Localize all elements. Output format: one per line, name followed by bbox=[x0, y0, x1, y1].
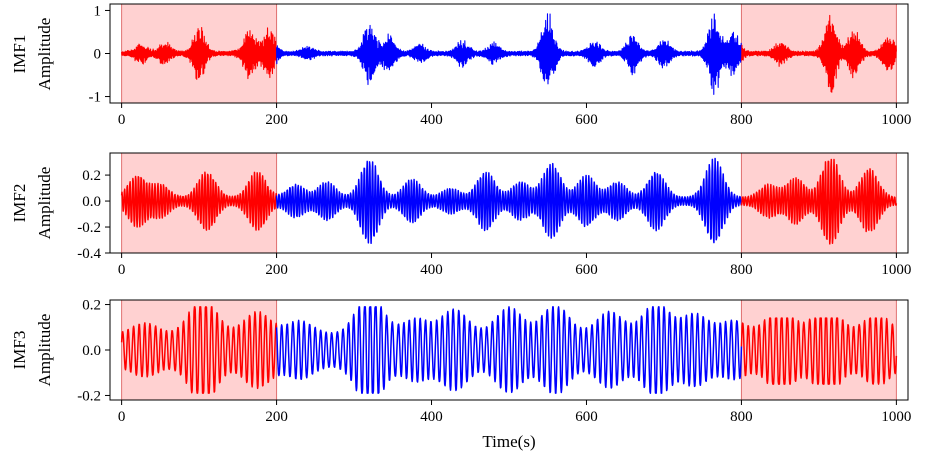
y-axis-label: Amplitude bbox=[35, 314, 54, 387]
x-tick-label: 400 bbox=[420, 409, 443, 425]
x-tick-label: 1000 bbox=[881, 262, 911, 278]
y-axis-label: Amplitude bbox=[35, 167, 54, 240]
plot-frame bbox=[109, 152, 909, 254]
series-line-segment-2 bbox=[276, 13, 742, 95]
x-tick-label: 200 bbox=[265, 262, 288, 278]
panel-label: IMF3 bbox=[10, 331, 29, 370]
x-tick-label: 400 bbox=[420, 112, 443, 128]
x-tick-label: 0 bbox=[118, 409, 126, 425]
y-tick-label: -0.2 bbox=[77, 220, 101, 236]
x-tick-label: 1000 bbox=[881, 112, 911, 128]
x-tick-label: 1000 bbox=[881, 409, 911, 425]
x-tick-label: 400 bbox=[420, 262, 443, 278]
panel-imf1: IMF1 Amplitude 1 0 -1 0 200 400 600 800 1000 bbox=[10, 3, 911, 128]
y-tick-label: 0.2 bbox=[82, 298, 101, 314]
y-tick-label: 0.0 bbox=[82, 343, 101, 359]
panel-imf3: IMF3 Amplitude 0.2 0.0 -0.2 0 200 400 600 800 10… bbox=[10, 298, 911, 425]
series-line-segment-1 bbox=[120, 171, 278, 231]
y-tick-label: 0.2 bbox=[82, 168, 101, 184]
series-line-segment-3 bbox=[740, 158, 898, 245]
x-axis-label: Time(s) bbox=[482, 432, 535, 451]
series-line-segment-3 bbox=[740, 14, 897, 93]
y-tick-label: 1 bbox=[94, 3, 102, 19]
series-line-segment-2 bbox=[275, 306, 743, 394]
y-tick-label: 0 bbox=[94, 47, 102, 63]
x-tick-label: 800 bbox=[730, 262, 753, 278]
panel-label: IMF1 bbox=[10, 35, 29, 74]
y-tick-label: -1 bbox=[89, 90, 102, 106]
x-tick-label: 600 bbox=[575, 409, 598, 425]
y-axis-label: Amplitude bbox=[35, 18, 54, 91]
series-line-segment-1 bbox=[120, 306, 278, 394]
series-line-segment-1 bbox=[121, 26, 278, 80]
x-tick-label: 0 bbox=[118, 112, 126, 128]
series-line-segment-2 bbox=[275, 157, 743, 245]
x-tick-label: 600 bbox=[575, 112, 598, 128]
x-tick-label: 200 bbox=[265, 112, 288, 128]
y-tick-label: 0.0 bbox=[82, 194, 101, 210]
x-tick-label: 800 bbox=[730, 409, 753, 425]
panel-label: IMF2 bbox=[10, 184, 29, 223]
x-tick-label: 200 bbox=[265, 409, 288, 425]
panel-imf2: IMF2 Amplitude 0.2 0.0 -0.2 -0.4 0 200 400 600 8… bbox=[10, 152, 911, 278]
x-tick-label: 0 bbox=[118, 262, 126, 278]
series-line-segment-3 bbox=[740, 317, 898, 385]
x-tick-label: 600 bbox=[575, 262, 598, 278]
x-tick-label: 800 bbox=[730, 112, 753, 128]
y-tick-label: -0.4 bbox=[77, 246, 101, 262]
y-tick-label: -0.2 bbox=[77, 388, 101, 404]
